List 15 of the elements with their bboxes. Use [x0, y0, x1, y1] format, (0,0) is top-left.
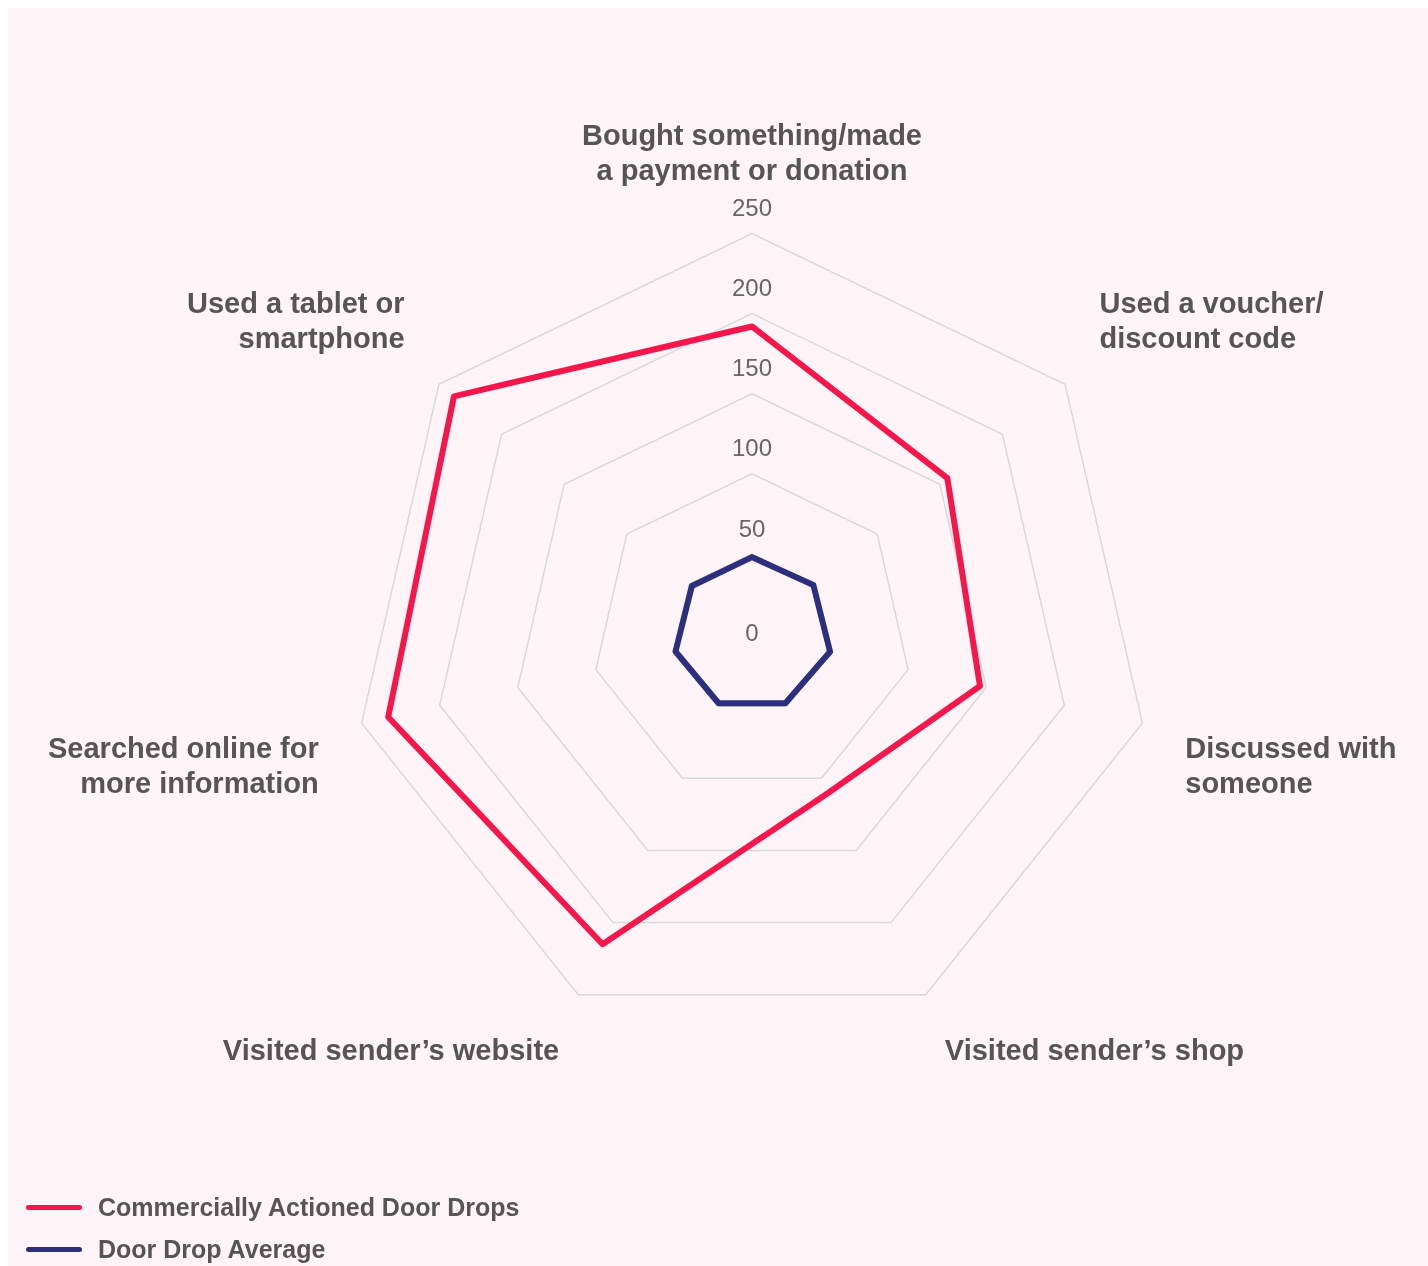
y-tick-label: 100 — [731, 434, 773, 462]
spoke-label: Bought something/made a payment or donation — [582, 119, 922, 187]
spoke-label: Discussed with someone — [1185, 732, 1397, 800]
legend-label: Door Drop Average — [98, 1234, 326, 1264]
y-tick-label: 150 — [731, 354, 773, 382]
legend-label: Commercially Actioned Door Drops — [98, 1192, 520, 1222]
spoke-label: Visited sender’s website — [222, 1033, 560, 1066]
spoke-label: Used a voucher/ discount code — [1099, 286, 1324, 354]
spoke-label: Visited sender’s shop — [944, 1033, 1245, 1066]
spoke-label: Searched online for more information — [47, 732, 319, 800]
y-tick-label: 50 — [738, 514, 766, 542]
y-tick-label: 0 — [745, 618, 759, 646]
y-tick-label: 250 — [731, 194, 773, 222]
spoke-label: Used a tablet or smartphone — [186, 286, 405, 354]
y-tick-label: 200 — [731, 274, 773, 302]
